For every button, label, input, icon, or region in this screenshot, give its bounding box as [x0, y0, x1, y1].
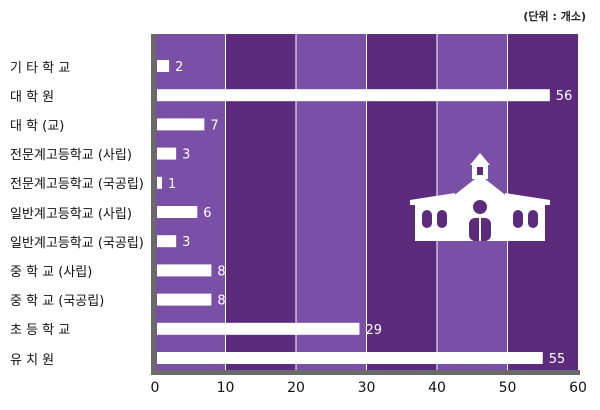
bar: [157, 264, 212, 277]
x-tick-label: 40: [428, 380, 446, 396]
school-building-icon: [410, 153, 550, 241]
bar: [157, 235, 177, 248]
bar: [157, 89, 550, 102]
x-tick-label: 0: [151, 380, 160, 396]
data-label: 56: [556, 89, 573, 104]
category-label: 기 타 학 교: [10, 60, 71, 76]
data-label: 6: [203, 206, 211, 221]
category-label: 일반계고등학교 (국공립): [10, 235, 144, 251]
bar: [157, 176, 163, 189]
bar: [157, 352, 543, 364]
x-tick-label: 20: [287, 380, 305, 396]
data-label: 3: [182, 148, 190, 163]
category-label: 일반계고등학교 (사립): [10, 206, 132, 222]
category-label: 대 학 원: [10, 89, 55, 105]
category-label: 전문계고등학교 (국공립): [10, 177, 144, 193]
plot-band: [225, 34, 296, 370]
category-label: 중 학 교 (국공립): [10, 294, 105, 310]
bar: [157, 206, 198, 218]
plot-band: [296, 34, 367, 370]
category-label: 대 학 (교): [10, 118, 65, 134]
bar: [157, 293, 212, 306]
x-tick-label: 50: [499, 380, 517, 396]
data-label: 2: [175, 60, 183, 75]
bar: [157, 322, 360, 335]
data-label: 1: [168, 177, 176, 192]
category-label: 초 등 학 교: [10, 323, 71, 339]
x-tick-label: 60: [569, 380, 587, 396]
data-label: 8: [217, 294, 225, 309]
category-label: 중 학 교 (사립): [10, 264, 93, 280]
data-label: 55: [549, 352, 566, 367]
category-label: 유 치 원: [10, 352, 55, 368]
bar: [157, 147, 177, 160]
y-axis: [151, 34, 156, 374]
x-tick-label: 10: [217, 380, 235, 396]
x-tick-label: 30: [358, 380, 376, 396]
data-label: 8: [217, 264, 225, 279]
bar: [157, 118, 205, 131]
bar: [157, 60, 170, 72]
data-label: 7: [210, 118, 218, 133]
data-label: 29: [365, 323, 382, 338]
category-label: 전문계고등학교 (사립): [10, 148, 132, 164]
data-label: 3: [182, 235, 190, 250]
x-axis: [151, 370, 580, 375]
plot-band: [155, 34, 226, 370]
unit-label: (단위 : 개소): [523, 10, 586, 23]
